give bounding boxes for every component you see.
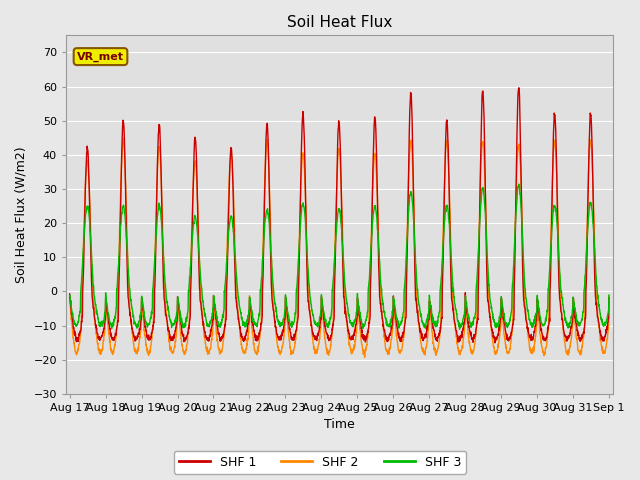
Text: VR_met: VR_met: [77, 51, 124, 62]
Title: Soil Heat Flux: Soil Heat Flux: [287, 15, 392, 30]
X-axis label: Time: Time: [324, 419, 355, 432]
Legend: SHF 1, SHF 2, SHF 3: SHF 1, SHF 2, SHF 3: [173, 451, 467, 474]
Y-axis label: Soil Heat Flux (W/m2): Soil Heat Flux (W/m2): [15, 146, 28, 283]
